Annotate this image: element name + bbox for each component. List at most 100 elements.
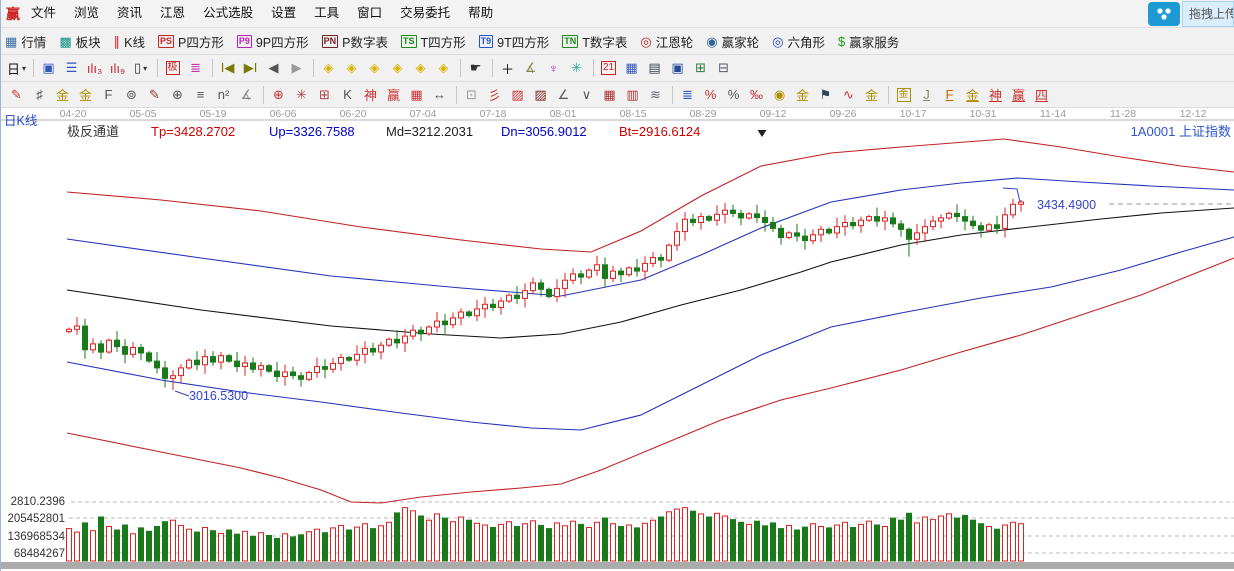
gold-angle-icon[interactable]: 金 <box>962 84 983 105</box>
k-wave-icon[interactable]: Κ <box>337 84 358 105</box>
report-icon[interactable]: ▤ <box>644 58 665 79</box>
gold-box-icon[interactable]: 金 <box>893 84 914 105</box>
feature-p-number[interactable]: PN P数字表 <box>321 32 388 51</box>
shen-angle-icon[interactable]: 神 <box>985 84 1006 105</box>
flag-pen-icon[interactable]: ⚑ <box>815 84 836 105</box>
wave-channel-icon[interactable]: ∿ <box>838 84 859 105</box>
menu-item-2[interactable]: 资讯 <box>117 6 143 20</box>
menu-item-6[interactable]: 工具 <box>314 6 340 20</box>
candle-style-selector[interactable]: ▯ ▾ <box>130 58 151 79</box>
percent-line-icon[interactable]: ‰ <box>746 84 767 105</box>
nav-prev-icon[interactable]: ◀ <box>263 58 284 79</box>
menu-item-5[interactable]: 设置 <box>271 6 297 20</box>
feature-t-square[interactable]: TS T四方形 <box>401 32 466 51</box>
fib-lines-icon[interactable]: F <box>98 84 119 105</box>
menu-item-9[interactable]: 帮助 <box>468 6 494 20</box>
color-histogram-icon[interactable]: ≣ <box>185 58 206 79</box>
menu-item-3[interactable]: 江恩 <box>160 6 186 20</box>
hatch-icon[interactable]: ♯ <box>29 84 50 105</box>
gold-channel-icon[interactable]: 金 <box>861 84 882 105</box>
feature-t-number[interactable]: TN T数字表 <box>562 32 627 51</box>
feature-quotes[interactable]: ▦ 行情 <box>5 32 46 51</box>
wave-9-icon[interactable]: ılı₉ <box>107 58 128 79</box>
diamond-right-icon[interactable]: ◈ <box>341 58 362 79</box>
kline-chart-area[interactable]: 04-20 05-05 05-19 06-06 06-20 07-04 07-18 08-01… <box>1 108 1234 571</box>
angle-measure-icon[interactable]: ∡ <box>520 58 541 79</box>
nav-next-icon[interactable]: ▶ <box>286 58 307 79</box>
note-list-icon[interactable]: ☰ <box>61 58 82 79</box>
frame-select-icon[interactable]: ▣ <box>38 58 59 79</box>
ying-angle-icon[interactable]: 赢 <box>1008 84 1029 105</box>
feature-9t-square[interactable]: T9 9T四方形 <box>478 32 549 51</box>
box-select-icon[interactable]: ⊡ <box>461 84 482 105</box>
nav-first-icon[interactable]: Ι◀ <box>217 58 238 79</box>
gold-circle-icon[interactable]: ◉ <box>769 84 790 105</box>
parallel-icon[interactable]: ≋ <box>645 84 666 105</box>
fan-lines-icon[interactable]: 彡 <box>484 84 505 105</box>
gann-tools-icon[interactable]: ♆ <box>543 58 564 79</box>
feature-gann-wheel[interactable]: ◎ 江恩轮 <box>640 32 693 51</box>
trend-angle-icon[interactable]: ∠ <box>553 84 574 105</box>
save-cloud-icon[interactable]: ⊞ <box>690 58 711 79</box>
feature-winner-service[interactable]: $ 赢家服务 <box>838 32 899 51</box>
nav-last-icon[interactable]: ▶Ι <box>240 58 261 79</box>
fan-box-icon[interactable]: ▨ <box>507 84 528 105</box>
diamond-left-icon[interactable]: ◈ <box>318 58 339 79</box>
print-icon[interactable]: ⊟ <box>713 58 734 79</box>
menu-item-0[interactable]: 文件 <box>31 6 57 20</box>
diamond-hexpand-icon[interactable]: ◈ <box>364 58 385 79</box>
mirror-icon[interactable]: ∡ <box>236 84 257 105</box>
ruler-icon[interactable]: ≡ <box>190 84 211 105</box>
n2-icon[interactable]: n² <box>213 84 234 105</box>
percent-trend-icon[interactable]: % <box>700 84 721 105</box>
spiral-icon[interactable]: ⊚ <box>121 84 142 105</box>
menu-item-4[interactable]: 公式选股 <box>203 6 254 20</box>
calculator-icon[interactable]: ▦ <box>621 58 642 79</box>
menu-item-1[interactable]: 浏览 <box>74 6 100 20</box>
calendar-icon[interactable]: 21 <box>598 58 619 79</box>
brush-icon[interactable]: ✎ <box>6 84 27 105</box>
percent-icon[interactable]: % <box>723 84 744 105</box>
diamond-hshrink-icon[interactable]: ◈ <box>387 58 408 79</box>
wave-3-icon[interactable]: ılı₃ <box>84 58 105 79</box>
feature-9p-square[interactable]: P9 9P四方形 <box>236 32 309 51</box>
feature-hexagon[interactable]: ◎ 六角形 <box>772 32 825 51</box>
pan-hand-icon[interactable]: ☛ <box>465 58 486 79</box>
upload-widget[interactable]: 拖拽上传 <box>1148 0 1234 28</box>
ying-grid-icon[interactable]: 赢 <box>383 84 404 105</box>
feature-winner-wheel[interactable]: ◉ 赢家轮 <box>706 32 759 51</box>
si-angle-icon[interactable]: 四 <box>1031 84 1052 105</box>
fan-box-dark-icon[interactable]: ▨ <box>530 84 551 105</box>
compass-icon[interactable]: ⊕ <box>167 84 188 105</box>
shen-grid-icon[interactable]: 神 <box>360 84 381 105</box>
ladder-icon[interactable]: ≣ <box>677 84 698 105</box>
save-icon[interactable]: ▣ <box>667 58 688 79</box>
diamond-expand-all-icon[interactable]: ◈ <box>433 58 454 79</box>
price-grid-icon[interactable]: ▦ <box>599 84 620 105</box>
feature-kline[interactable]: ∥ K线 <box>114 32 145 51</box>
gold-ratio2-icon[interactable]: 金 <box>75 84 96 105</box>
grid-123-icon[interactable]: ▦ <box>406 84 427 105</box>
feature-sectors[interactable]: ▩ 板块 <box>59 32 100 51</box>
period-day-selector-caret[interactable]: ▾ <box>22 63 27 73</box>
crosshair-icon[interactable]: ＋ <box>497 58 518 79</box>
period-day-selector[interactable]: 日 ▾ <box>6 58 27 79</box>
f-angle-icon[interactable]: F <box>939 84 960 105</box>
pattern-match-icon[interactable]: ✳ <box>566 58 587 79</box>
brush-angle-icon[interactable]: ✎ <box>144 84 165 105</box>
gold-level-icon[interactable]: 金 <box>792 84 813 105</box>
gold-ratio-icon[interactable]: 金 <box>52 84 73 105</box>
j-angle-icon[interactable]: J <box>916 84 937 105</box>
width-measure-icon[interactable]: ↔ <box>429 84 450 105</box>
gann-circle-icon[interactable]: ⊕ <box>268 84 289 105</box>
menu-item-7[interactable]: 窗口 <box>357 6 383 20</box>
menu-item-8[interactable]: 交易委托 <box>400 6 451 20</box>
gann-grid-icon[interactable]: ⊞ <box>314 84 335 105</box>
cloud-share-icon[interactable] <box>1148 1 1180 26</box>
candle-style-selector-caret[interactable]: ▾ <box>143 63 148 73</box>
diamond-vexpand-icon[interactable]: ◈ <box>410 58 431 79</box>
feature-p-square[interactable]: PS P四方形 <box>157 32 224 51</box>
v-wave-icon[interactable]: ∨ <box>576 84 597 105</box>
jifan-channel-icon[interactable]: 极 <box>162 58 183 79</box>
price-grid-num-icon[interactable]: ▥ <box>622 84 643 105</box>
